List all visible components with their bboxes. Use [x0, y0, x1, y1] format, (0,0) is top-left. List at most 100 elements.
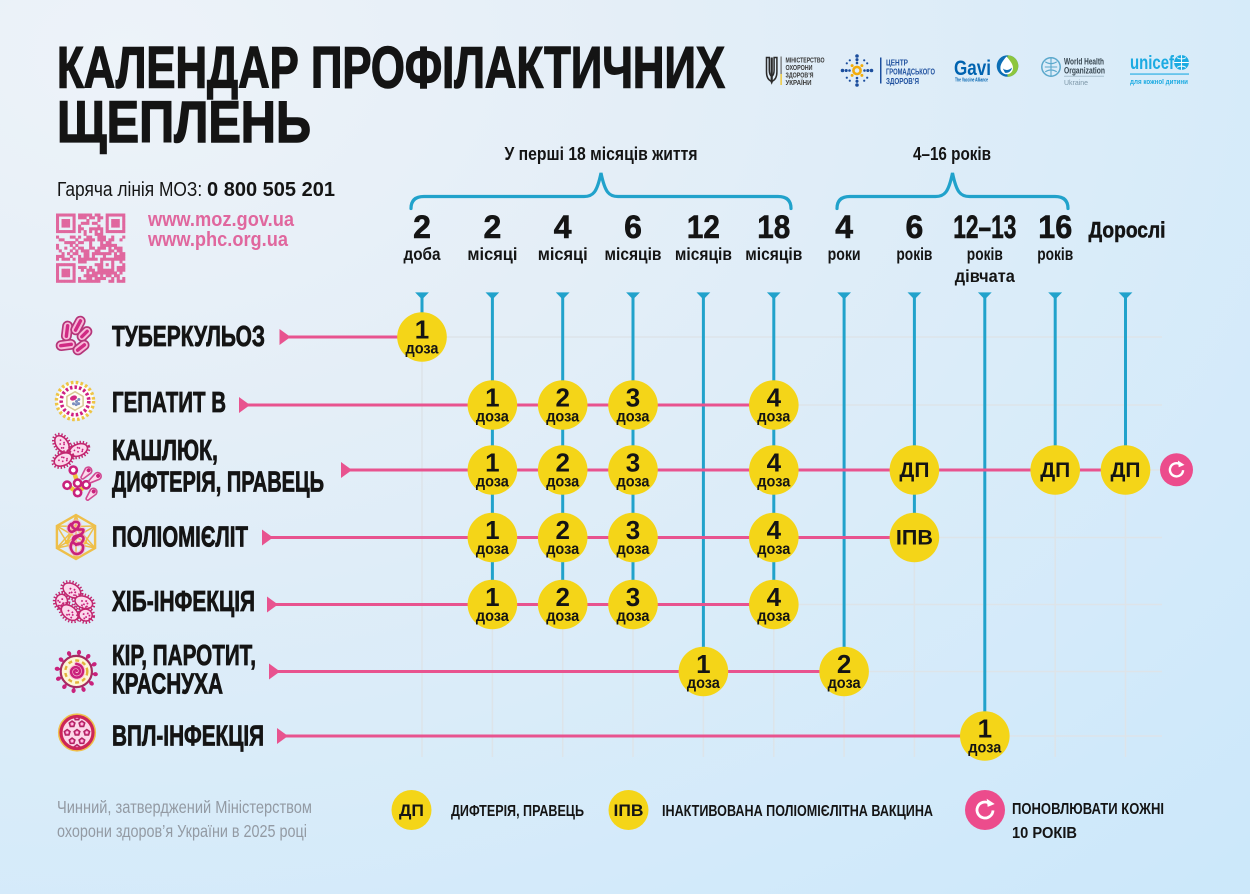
svg-text:ОХОРОНИ: ОХОРОНИ	[786, 63, 813, 72]
svg-text:ДИФТЕРІЯ, ПРАВЕЦЬ: ДИФТЕРІЯ, ПРАВЕЦЬ	[451, 803, 584, 820]
svg-text:2: 2	[555, 582, 569, 612]
svg-text:ГЕПАТИТ В: ГЕПАТИТ В	[112, 387, 226, 419]
svg-text:Ukraine: Ukraine	[1064, 78, 1088, 87]
svg-text:доза: доза	[617, 474, 650, 491]
svg-text:У перші 18 місяців життя: У перші 18 місяців життя	[505, 144, 698, 164]
svg-text:12–13: 12–13	[953, 209, 1016, 245]
svg-text:ЩЕПЛЕНЬ: ЩЕПЛЕНЬ	[57, 90, 311, 155]
svg-text:роки: роки	[828, 244, 861, 264]
svg-text:доба: доба	[404, 244, 441, 264]
svg-text:2: 2	[484, 209, 502, 245]
svg-text:Дорослі: Дорослі	[1089, 218, 1166, 243]
svg-text:10 РОКІВ: 10 РОКІВ	[1012, 825, 1077, 842]
svg-text:доза: доза	[476, 541, 509, 558]
svg-text:ДП: ДП	[1040, 459, 1070, 482]
svg-text:2: 2	[555, 448, 569, 478]
svg-text:6: 6	[624, 209, 642, 245]
svg-text:доза: доза	[476, 608, 509, 625]
svg-text:УКРАЇНИ: УКРАЇНИ	[786, 78, 812, 87]
svg-text:12: 12	[687, 209, 720, 245]
svg-text:Organization: Organization	[1064, 66, 1105, 76]
svg-text:ЦЕНТР: ЦЕНТР	[886, 58, 908, 68]
svg-text:для кожної дитини: для кожної дитини	[1130, 79, 1188, 86]
svg-text:6: 6	[906, 209, 924, 245]
svg-text:доза: доза	[476, 409, 509, 426]
svg-text:World Health: World Health	[1064, 57, 1104, 67]
svg-text:1: 1	[485, 448, 499, 478]
svg-text:місяців: місяців	[745, 244, 802, 264]
svg-text:2: 2	[413, 209, 431, 245]
svg-text:місяців: місяців	[605, 244, 662, 264]
svg-text:Чинний, затверджений Міністерс: Чинний, затверджений Міністерством	[57, 797, 312, 817]
svg-text:4: 4	[767, 582, 782, 612]
svg-text:4: 4	[767, 448, 782, 478]
svg-text:доза: доза	[617, 541, 650, 558]
svg-text:доза: доза	[617, 608, 650, 625]
svg-text:ГРОМАДСЬКОГО: ГРОМАДСЬКОГО	[886, 67, 935, 77]
svg-text:ПОЛІОМІЄЛІТ: ПОЛІОМІЄЛІТ	[112, 522, 248, 554]
svg-text:4: 4	[767, 515, 782, 545]
svg-text:ЗДОРОВ’Я: ЗДОРОВ’Я	[886, 76, 919, 86]
svg-text:ТУБЕРКУЛЬОЗ: ТУБЕРКУЛЬОЗ	[112, 321, 265, 353]
svg-text:доза: доза	[546, 474, 579, 491]
svg-text:років: років	[967, 244, 1003, 264]
svg-text:місяців: місяців	[675, 244, 732, 264]
svg-text:місяці: місяці	[467, 244, 517, 264]
svg-text:доза: доза	[546, 541, 579, 558]
svg-text:років: років	[1037, 244, 1073, 264]
svg-text:www.moz.gov.ua: www.moz.gov.ua	[147, 209, 295, 231]
svg-text:ХІБ-ІНФЕКЦІЯ: ХІБ-ІНФЕКЦІЯ	[112, 586, 255, 618]
svg-text:unicef: unicef	[1130, 53, 1175, 74]
svg-text:ІПВ: ІПВ	[614, 801, 644, 820]
svg-text:ДП: ДП	[899, 459, 929, 482]
svg-text:ВПЛ-ІНФЕКЦІЯ: ВПЛ-ІНФЕКЦІЯ	[112, 721, 264, 753]
svg-text:доза: доза	[757, 474, 790, 491]
svg-text:16: 16	[1038, 209, 1072, 245]
svg-text:1: 1	[696, 649, 710, 679]
svg-text:1: 1	[415, 315, 429, 345]
svg-text:1: 1	[978, 714, 992, 744]
svg-text:2: 2	[555, 383, 569, 413]
svg-text:доза: доза	[617, 409, 650, 426]
svg-text:4: 4	[554, 209, 572, 245]
svg-text:The Vaccine Alliance: The Vaccine Alliance	[955, 78, 988, 84]
svg-text:4–16 років: 4–16 років	[913, 144, 991, 164]
svg-text:ПОНОВЛЮВАТИ КОЖНІ: ПОНОВЛЮВАТИ КОЖНІ	[1012, 801, 1164, 818]
svg-text:КРАСНУХА: КРАСНУХА	[112, 669, 223, 701]
svg-text:доза: доза	[406, 341, 439, 358]
svg-text:1: 1	[485, 515, 499, 545]
svg-text:2: 2	[555, 515, 569, 545]
svg-text:доза: доза	[968, 740, 1001, 757]
svg-text:доза: доза	[757, 541, 790, 558]
svg-text:3: 3	[626, 582, 640, 612]
svg-text:www.phc.org.ua: www.phc.org.ua	[147, 229, 289, 251]
svg-text:КАЛЕНДАР ПРОФІЛАКТИЧНИХ: КАЛЕНДАР ПРОФІЛАКТИЧНИХ	[57, 36, 725, 101]
svg-text:1: 1	[485, 383, 499, 413]
svg-text:1: 1	[485, 582, 499, 612]
svg-text:ДИФТЕРІЯ, ПРАВЕЦЬ: ДИФТЕРІЯ, ПРАВЕЦЬ	[112, 467, 324, 499]
svg-text:4: 4	[835, 209, 853, 245]
svg-text:МІНІСТЕРСТВО: МІНІСТЕРСТВО	[786, 56, 825, 65]
svg-text:3: 3	[626, 448, 640, 478]
svg-text:доза: доза	[546, 608, 579, 625]
svg-text:охорони здоров’я України в 202: охорони здоров’я України в 2025 році	[57, 821, 307, 841]
svg-text:доза: доза	[476, 474, 509, 491]
svg-text:2: 2	[837, 649, 851, 679]
svg-text:доза: доза	[546, 409, 579, 426]
svg-text:доза: доза	[687, 675, 720, 692]
svg-text:місяці: місяці	[538, 244, 588, 264]
svg-text:ІПВ: ІПВ	[896, 527, 933, 550]
svg-text:дівчата: дівчата	[955, 266, 1015, 286]
svg-text:4: 4	[767, 383, 782, 413]
svg-text:Гаряча лінія МОЗ: 0 800 505 20: Гаряча лінія МОЗ: 0 800 505 201	[57, 179, 335, 201]
svg-text:ЗДОРОВ’Я: ЗДОРОВ’Я	[786, 71, 814, 80]
svg-text:ДП: ДП	[399, 801, 424, 820]
svg-text:КІР, ПАРОТИТ,: КІР, ПАРОТИТ,	[112, 640, 256, 672]
svg-text:ІНАКТИВОВАНА ПОЛІОМІЄЛІТНА ВАК: ІНАКТИВОВАНА ПОЛІОМІЄЛІТНА ВАКЦИНА	[662, 803, 933, 820]
svg-text:доза: доза	[828, 675, 861, 692]
svg-text:доза: доза	[757, 409, 790, 426]
svg-text:18: 18	[757, 209, 790, 245]
svg-text:3: 3	[626, 383, 640, 413]
svg-text:3: 3	[626, 515, 640, 545]
svg-text:Gavi: Gavi	[954, 57, 991, 80]
